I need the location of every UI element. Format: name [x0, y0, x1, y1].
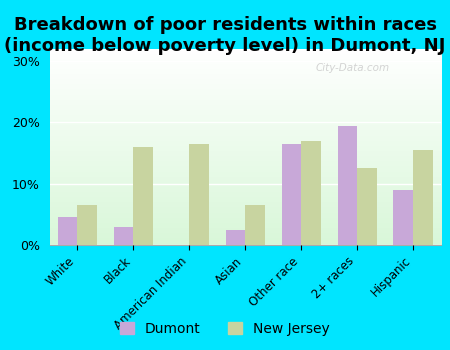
Text: Breakdown of poor residents within races
(income below poverty level) in Dumont,: Breakdown of poor residents within races… — [4, 16, 446, 55]
Bar — [189, 144, 209, 245]
Bar — [282, 144, 301, 245]
Bar — [245, 205, 265, 245]
Text: City-Data.com: City-Data.com — [316, 63, 390, 73]
Bar — [133, 147, 153, 245]
Bar — [58, 217, 77, 245]
Legend: Dumont, New Jersey: Dumont, New Jersey — [114, 316, 336, 341]
Bar — [114, 227, 133, 245]
Bar — [226, 230, 245, 245]
Bar — [357, 168, 377, 245]
Bar — [413, 150, 432, 245]
Bar — [393, 190, 413, 245]
Bar — [301, 141, 321, 245]
Bar — [338, 126, 357, 245]
Bar — [77, 205, 97, 245]
